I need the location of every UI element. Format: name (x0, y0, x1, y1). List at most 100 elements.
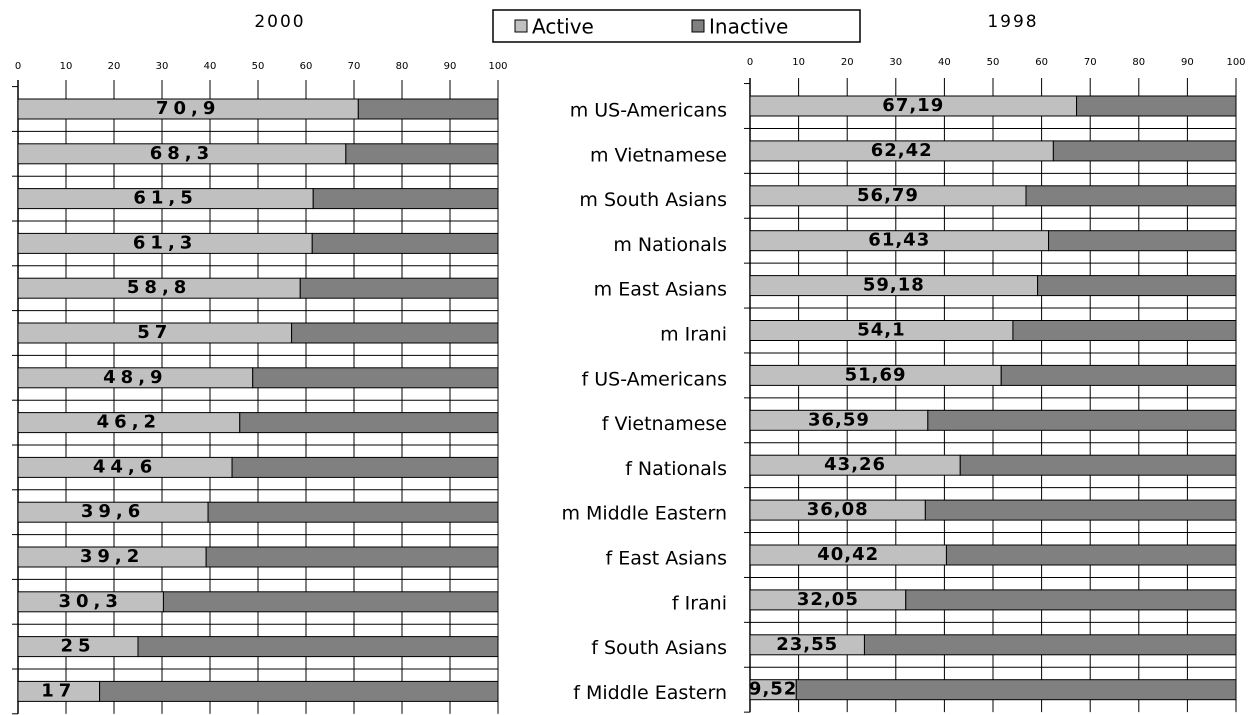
legend-swatch (514, 19, 528, 33)
value-label: 48,9 (103, 367, 167, 388)
value-label: 67,19 (882, 95, 944, 116)
legend-label: Active (532, 15, 594, 39)
category-label: f South Asians (591, 637, 727, 659)
category-label: m South Asians (579, 189, 727, 211)
x-tick-label: 50 (252, 61, 265, 72)
bar-segment (137, 636, 499, 658)
value-label: 43,26 (824, 454, 886, 475)
bar-segment (1025, 185, 1237, 207)
bar-segment (239, 412, 499, 434)
category-label: m Middle Eastern (561, 503, 727, 525)
bar-segment (927, 409, 1237, 431)
value-label: 39,2 (80, 546, 144, 567)
value-label: 39,6 (81, 501, 145, 522)
chart-title: 2000 (254, 12, 305, 32)
x-tick-label: 10 (792, 57, 805, 68)
category-label: f US-Americans (582, 368, 727, 390)
x-tick-label: 20 (841, 57, 854, 68)
x-tick-label: 40 (938, 57, 951, 68)
bar-segment (252, 367, 499, 389)
value-label: 25 (60, 636, 95, 657)
bar-segment (312, 188, 499, 210)
bar-segment (231, 456, 499, 478)
value-label: 61,43 (868, 230, 930, 251)
bar-segment (345, 143, 499, 165)
x-tick-label: 80 (396, 61, 409, 72)
value-label: 51,69 (845, 364, 907, 385)
x-tick-label: 20 (108, 61, 121, 72)
bar-segment (1012, 320, 1237, 341)
x-tick-label: 70 (1084, 57, 1097, 68)
bar-segment (945, 544, 1237, 566)
bar-segment (207, 501, 499, 523)
category-label: m Vietnamese (590, 144, 727, 166)
bar-segment (205, 546, 499, 568)
x-tick-label: 40 (204, 61, 217, 72)
value-label: 17 (41, 680, 76, 701)
value-label: 54,1 (857, 320, 905, 341)
value-label: 59,18 (863, 275, 925, 296)
x-tick-label: 50 (987, 57, 1000, 68)
value-label: 46,2 (97, 412, 161, 433)
x-tick-label: 60 (1035, 57, 1048, 68)
category-label: f East Asians (605, 548, 727, 570)
value-label: 40,42 (817, 544, 879, 565)
category-label: f Vietnamese (602, 413, 727, 435)
bar-segment (924, 499, 1237, 521)
bar-segment (1052, 140, 1237, 162)
value-label: 9,52 (749, 679, 797, 700)
value-label: 68,3 (150, 143, 214, 164)
x-tick-label: 90 (444, 61, 457, 72)
value-label: 44,6 (93, 456, 157, 477)
value-label: 70,9 (156, 98, 220, 119)
x-tick-label: 0 (15, 61, 21, 72)
legend-label: Inactive (709, 15, 788, 39)
value-label: 58,8 (127, 277, 191, 298)
value-label: 62,42 (871, 140, 933, 161)
value-label: 61,5 (133, 188, 197, 209)
x-tick-label: 90 (1181, 57, 1194, 68)
bar-segment (1076, 95, 1237, 117)
value-label: 56,79 (857, 185, 919, 206)
bar-segment (357, 98, 499, 120)
value-label: 61,3 (133, 232, 197, 253)
bar-segment (162, 591, 499, 613)
value-label: 36,59 (808, 409, 870, 430)
legend-swatch (691, 19, 705, 33)
x-tick-label: 70 (348, 61, 361, 72)
bar-segment (291, 322, 499, 344)
bar-segment (99, 680, 499, 702)
bar-segment (1048, 230, 1237, 252)
bar-segment (1037, 275, 1237, 297)
value-label: 23,55 (776, 634, 838, 655)
category-label: f Irani (672, 592, 727, 614)
bar-segment (795, 679, 1237, 701)
x-tick-label: 100 (1226, 57, 1245, 68)
x-tick-label: 30 (156, 61, 169, 72)
category-label: f Nationals (625, 458, 727, 480)
x-tick-label: 0 (747, 57, 753, 68)
value-label: 32,05 (797, 589, 859, 610)
bar-segment (959, 454, 1237, 476)
category-label: m East Asians (594, 279, 727, 301)
bar-segment (1000, 364, 1237, 386)
value-label: 30,3 (59, 591, 123, 612)
value-label: 57 (137, 322, 172, 343)
category-label: f Middle Eastern (573, 682, 727, 704)
chart-title: 1998 (987, 12, 1038, 32)
category-label: m Nationals (613, 234, 727, 256)
x-tick-label: 100 (488, 61, 507, 72)
bar-segment (905, 589, 1237, 611)
bar-segment (299, 277, 499, 299)
bar-segment (863, 634, 1237, 656)
category-label: m US-Americans (570, 100, 727, 122)
value-label: 36,08 (807, 499, 869, 520)
x-tick-label: 30 (889, 57, 902, 68)
x-tick-label: 10 (60, 61, 73, 72)
legend-box (492, 9, 861, 43)
category-label: m Irani (660, 324, 727, 346)
x-tick-label: 60 (300, 61, 313, 72)
bar-segment (311, 232, 499, 254)
x-tick-label: 80 (1132, 57, 1145, 68)
